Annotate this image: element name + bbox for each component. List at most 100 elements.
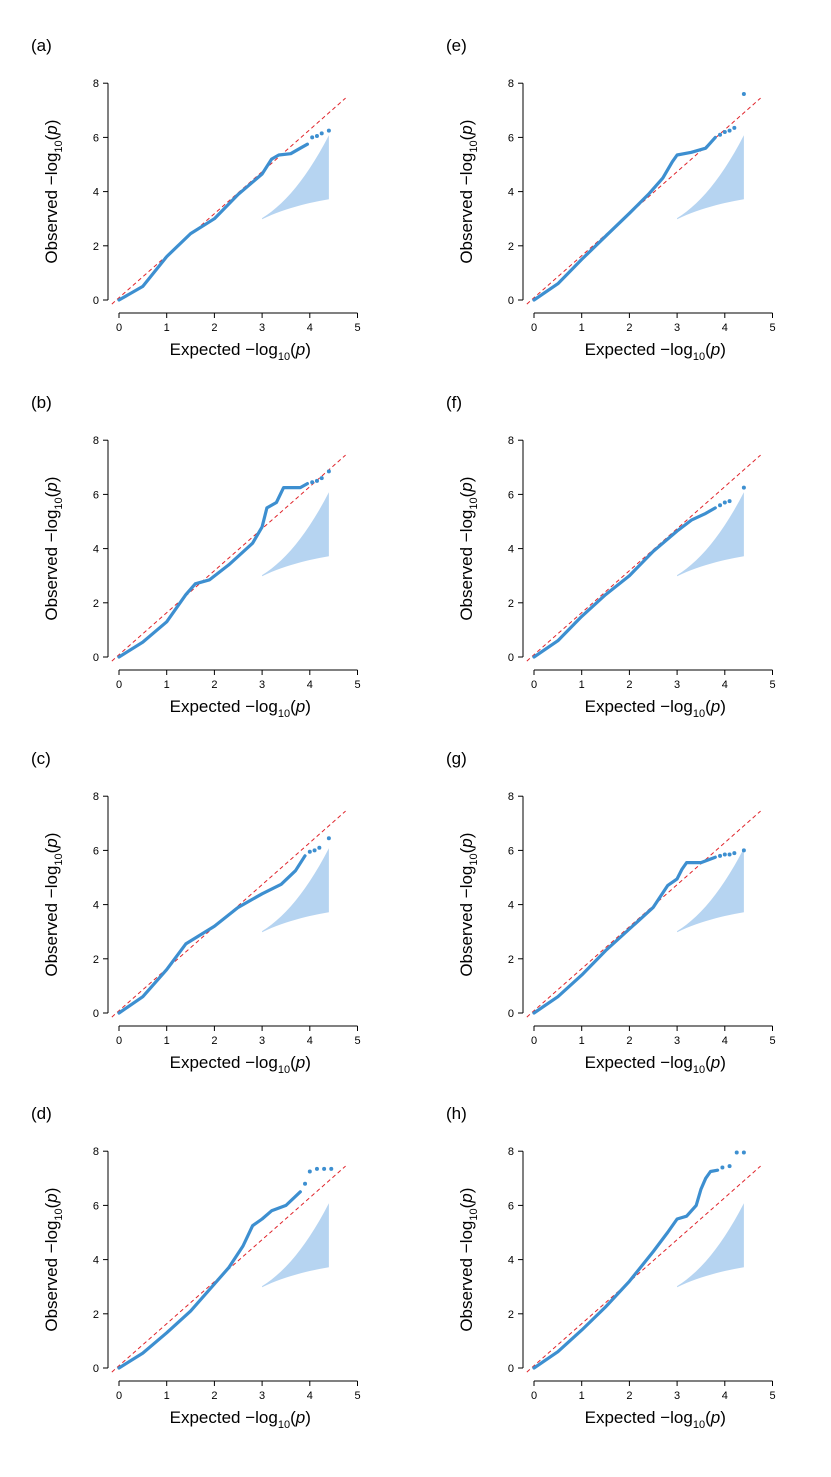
data-point xyxy=(741,1150,746,1155)
x-tick-label: 0 xyxy=(116,1390,122,1402)
y-tick-label: 4 xyxy=(93,900,99,912)
data-point xyxy=(732,125,737,130)
y-tick-label: 8 xyxy=(93,1146,99,1158)
reference-line xyxy=(111,97,346,305)
data-point xyxy=(727,128,732,133)
y-axis-title: Observed −log10(p) xyxy=(42,477,65,621)
reference-line xyxy=(526,454,761,662)
data-point xyxy=(326,469,331,474)
y-tick-label: 2 xyxy=(93,954,99,966)
y-tick-label: 0 xyxy=(508,295,514,307)
panel-label: (f) xyxy=(446,393,462,412)
data-point xyxy=(741,848,746,853)
y-axis-title: Observed −log10(p) xyxy=(457,1188,480,1332)
data-point xyxy=(718,503,723,508)
y-tick-label: 0 xyxy=(508,1008,514,1020)
y-tick-label: 8 xyxy=(508,791,514,803)
x-axis-title: Expected −log10(p) xyxy=(170,340,311,363)
y-tick-label: 8 xyxy=(508,78,514,90)
x-tick-label: 1 xyxy=(579,1390,585,1402)
data-point xyxy=(319,476,324,481)
confidence-band xyxy=(262,1203,329,1288)
data-point xyxy=(727,852,732,857)
x-tick-label: 3 xyxy=(674,322,680,334)
x-tick-label: 3 xyxy=(259,322,265,334)
observed-curve xyxy=(532,855,717,1015)
panel-label: (g) xyxy=(446,749,467,768)
reference-line xyxy=(111,454,346,662)
data-point xyxy=(319,131,324,136)
x-tick-label: 1 xyxy=(164,1390,170,1402)
data-point xyxy=(732,851,737,856)
data-point xyxy=(727,499,732,504)
x-tick-label: 0 xyxy=(116,1035,122,1047)
x-tick-label: 0 xyxy=(116,322,122,334)
x-tick-label: 5 xyxy=(769,1390,775,1402)
x-tick-label: 0 xyxy=(531,1035,537,1047)
panel-h: (h) 0 2 4 6 8 0 1 2 3 4 5 Expected −log10(p) Observed… xyxy=(446,1104,776,1431)
x-tick-label: 2 xyxy=(211,1035,217,1047)
x-tick-label: 2 xyxy=(626,1035,632,1047)
panel-c: (c) 0 2 4 6 8 0 1 2 3 4 5 Expected −log10(p) Observed… xyxy=(31,749,361,1076)
x-tick-label: 1 xyxy=(164,322,170,334)
x-tick-label: 2 xyxy=(211,679,217,691)
panel-g: (g) 0 2 4 6 8 0 1 2 3 4 5 Expected −log10(p) Observed… xyxy=(446,749,776,1076)
y-tick-label: 6 xyxy=(508,132,514,144)
y-tick-label: 8 xyxy=(93,78,99,90)
x-tick-label: 5 xyxy=(354,1035,360,1047)
y-tick-label: 8 xyxy=(93,791,99,803)
y-axis-title: Observed −log10(p) xyxy=(457,120,480,264)
x-tick-label: 5 xyxy=(354,1390,360,1402)
data-point xyxy=(307,849,312,854)
x-tick-label: 1 xyxy=(164,679,170,691)
x-axis-title: Expected −log10(p) xyxy=(585,340,726,363)
data-point xyxy=(314,478,319,483)
y-tick-label: 4 xyxy=(93,1255,99,1267)
y-axis-title: Observed −log10(p) xyxy=(457,477,480,621)
x-tick-label: 3 xyxy=(259,1390,265,1402)
y-tick-label: 6 xyxy=(93,845,99,857)
x-tick-label: 2 xyxy=(626,322,632,334)
x-tick-label: 1 xyxy=(579,322,585,334)
y-tick-label: 6 xyxy=(93,1200,99,1212)
x-tick-label: 0 xyxy=(116,679,122,691)
y-tick-label: 6 xyxy=(508,489,514,501)
observed-curve xyxy=(117,142,309,302)
data-point xyxy=(326,836,331,841)
x-tick-label: 1 xyxy=(579,679,585,691)
panel-label: (h) xyxy=(446,1104,467,1123)
y-tick-label: 0 xyxy=(93,652,99,664)
y-axis-title: Observed −log10(p) xyxy=(42,1188,65,1332)
data-point xyxy=(722,129,727,134)
x-tick-label: 5 xyxy=(769,1035,775,1047)
data-point xyxy=(741,485,746,490)
x-axis-title: Expected −log10(p) xyxy=(170,1408,311,1431)
x-tick-label: 3 xyxy=(259,679,265,691)
x-axis-title: Expected −log10(p) xyxy=(585,697,726,720)
y-tick-label: 0 xyxy=(508,652,514,664)
x-tick-label: 3 xyxy=(674,679,680,691)
panel-label: (d) xyxy=(31,1104,52,1123)
confidence-band xyxy=(677,848,744,933)
y-tick-label: 8 xyxy=(93,435,99,447)
y-tick-label: 4 xyxy=(93,544,99,556)
x-axis-title: Expected −log10(p) xyxy=(585,1408,726,1431)
x-axis-title: Expected −log10(p) xyxy=(170,1053,311,1076)
confidence-band xyxy=(677,492,744,577)
confidence-band xyxy=(262,135,329,220)
x-tick-label: 2 xyxy=(626,1390,632,1402)
y-tick-label: 4 xyxy=(93,187,99,199)
observed-curve xyxy=(532,1168,720,1370)
x-tick-label: 5 xyxy=(769,322,775,334)
confidence-band xyxy=(677,1203,744,1288)
data-point xyxy=(741,92,746,97)
x-tick-label: 4 xyxy=(307,679,313,691)
x-tick-label: 1 xyxy=(579,1035,585,1047)
y-tick-label: 4 xyxy=(508,187,514,199)
y-axis-title: Observed −log10(p) xyxy=(457,833,480,977)
data-point xyxy=(322,1166,327,1171)
x-tick-label: 3 xyxy=(259,1035,265,1047)
x-tick-label: 4 xyxy=(722,1390,728,1402)
data-point xyxy=(734,1150,739,1155)
y-tick-label: 0 xyxy=(93,295,99,307)
